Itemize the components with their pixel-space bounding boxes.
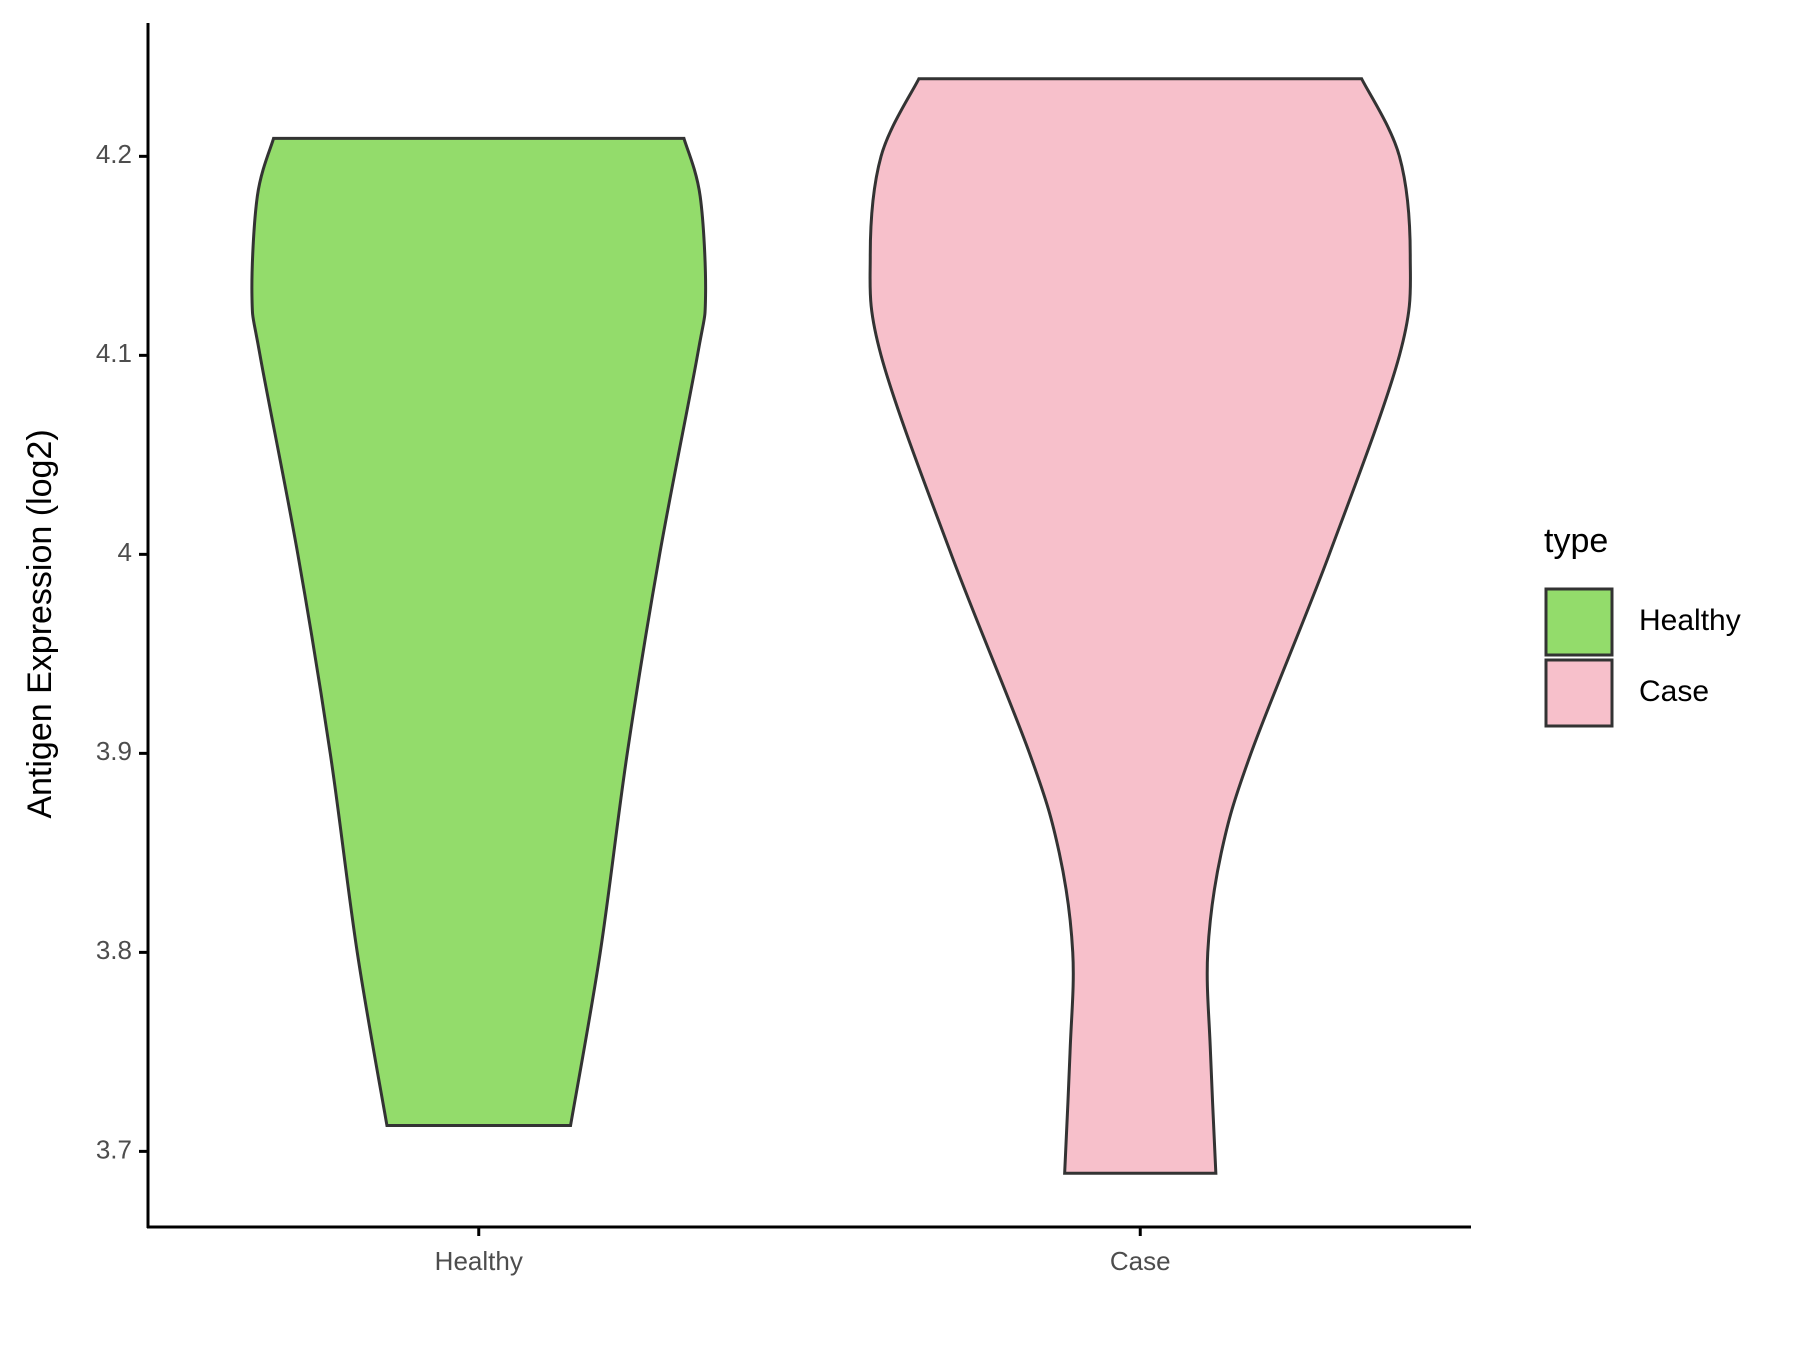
y-tick-label: 4.2 xyxy=(96,139,132,169)
y-tick-label: 3.7 xyxy=(96,1134,132,1164)
y-tick-label: 3.8 xyxy=(96,935,132,965)
legend-title: type xyxy=(1544,522,1608,560)
x-tick-label: Case xyxy=(1110,1246,1171,1276)
legend-label: Healthy xyxy=(1639,604,1741,637)
y-axis-title: Antigen Expression (log2) xyxy=(21,429,59,818)
legend-key xyxy=(1544,587,1614,657)
y-tick-label: 4 xyxy=(118,537,132,567)
y-tick-label: 4.1 xyxy=(96,338,132,368)
legend-key xyxy=(1544,658,1614,728)
legend-label: Case xyxy=(1639,675,1709,708)
x-tick-label: Healthy xyxy=(435,1246,523,1276)
y-tick-label: 3.9 xyxy=(96,736,132,766)
violin xyxy=(250,136,708,1128)
violin xyxy=(868,77,1412,1175)
